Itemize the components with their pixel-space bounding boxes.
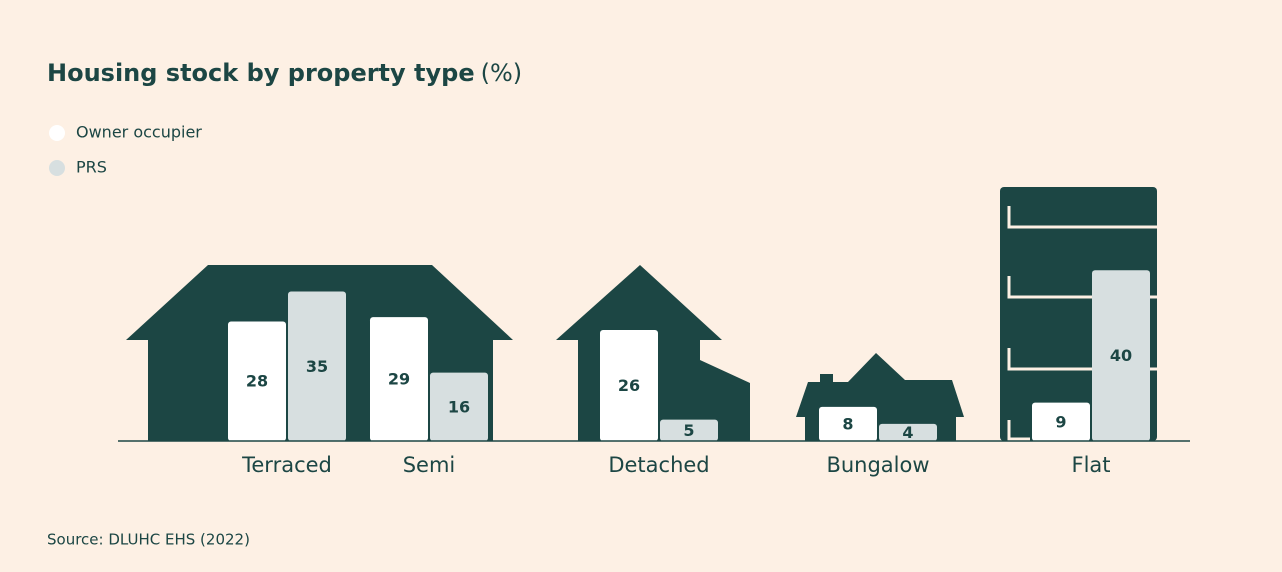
- floor-line: [1007, 206, 1157, 229]
- bar: [1032, 402, 1090, 441]
- legend-label: PRS: [76, 158, 107, 177]
- floor-line: [1007, 420, 1030, 441]
- value-label: 29: [388, 370, 410, 389]
- value-label: 5: [683, 421, 694, 440]
- bar: [660, 419, 718, 441]
- chart-title: Housing stock by property type (%): [47, 59, 522, 87]
- bar: [600, 329, 658, 441]
- value-label: 4: [902, 423, 913, 442]
- x-tick-label: Bungalow: [826, 453, 929, 477]
- title-text: Housing stock by property type: [47, 59, 475, 87]
- x-tick-label: Semi: [403, 453, 456, 477]
- value-label: 28: [246, 372, 268, 391]
- legend-label: Owner occupier: [76, 123, 202, 142]
- bars: 28 35 29 16 26 5 8 4 9 40: [228, 270, 1150, 442]
- x-tick-label: Flat: [1071, 453, 1110, 477]
- x-tick-label: Terraced: [241, 453, 332, 477]
- bar: [288, 291, 346, 441]
- source: Source: DLUHC EHS (2022): [47, 531, 250, 549]
- bar: [370, 317, 428, 441]
- value-label: 40: [1110, 346, 1132, 365]
- bar: [1092, 270, 1150, 441]
- bar: [879, 423, 937, 441]
- title-unit: (%): [481, 59, 523, 87]
- legend-swatch: [49, 160, 65, 176]
- value-label: 35: [306, 357, 328, 376]
- value-label: 26: [618, 376, 640, 395]
- bar: [819, 406, 877, 441]
- x-tick-label: Detached: [608, 453, 709, 477]
- value-label: 8: [842, 414, 853, 433]
- bar: [228, 321, 286, 441]
- value-label: 9: [1055, 412, 1066, 431]
- bar: [430, 372, 488, 441]
- legend-swatch: [49, 125, 65, 141]
- value-label: 16: [448, 397, 470, 416]
